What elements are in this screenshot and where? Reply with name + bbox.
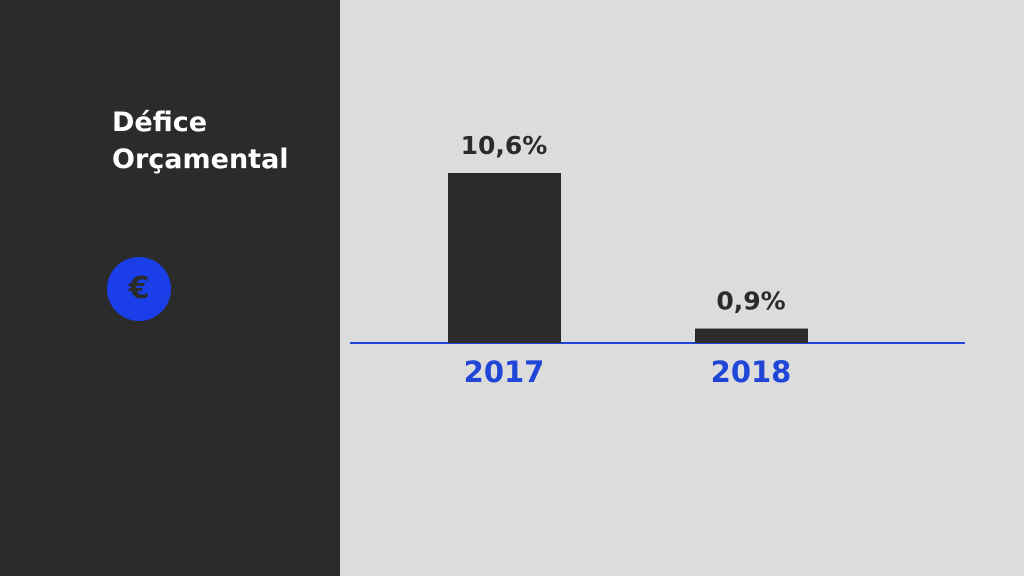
euro-icon: € (107, 257, 171, 321)
value-label: 0,9% (716, 287, 785, 316)
bar (448, 173, 561, 343)
side-panel: Défice Orçamental € (0, 0, 340, 576)
chart-title: Défice Orçamental (112, 107, 289, 175)
x-tick-label: 2018 (711, 355, 792, 389)
bar (695, 328, 808, 343)
value-label: 10,6% (461, 131, 548, 160)
x-tick-label: 2017 (464, 355, 545, 389)
